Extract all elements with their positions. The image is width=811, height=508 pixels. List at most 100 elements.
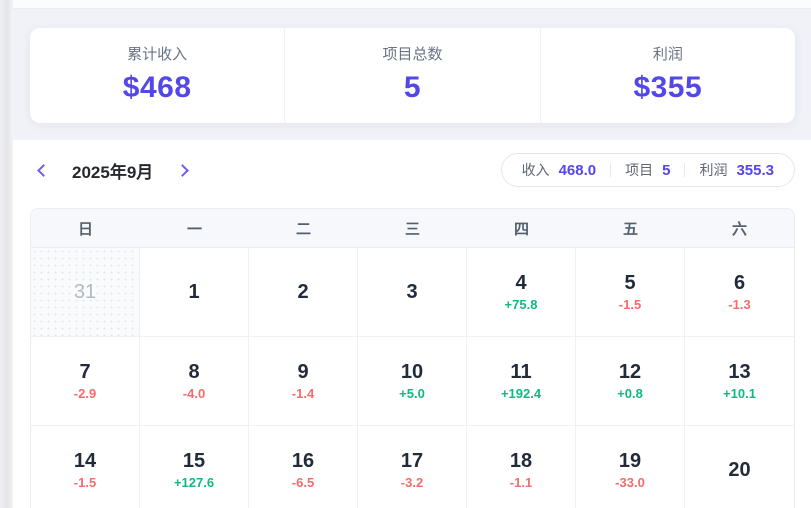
day-number: 13 [728,361,751,383]
divider [610,163,612,177]
weekday-row: 日一二三四五六 [31,209,794,248]
divider [684,163,686,177]
calendar-day-cell[interactable]: 3 [358,248,467,336]
calendar-day-cell[interactable]: 15 +127.6 [140,426,249,508]
day-amount: -4.0 [182,386,206,401]
summary-value: 355.3 [736,162,774,179]
day-number: 4 [515,272,527,294]
summary-label: 利润 [699,162,728,178]
top-bar-edge [0,0,811,9]
calendar-month-title: 2025年9月 [72,162,154,182]
day-amount: +127.6 [173,475,215,490]
day-number: 19 [618,450,642,472]
day-amount: -33.0 [615,475,645,490]
calendar-day-cell[interactable]: 4 +75.8 [467,248,576,336]
stat-label: 累计收入 [127,46,188,63]
calendar-day-cell[interactable]: 18 -1.1 [467,426,576,508]
day-amount: -1.5 [618,297,642,312]
calendar-day-cell[interactable]: 20 [685,426,794,508]
weekday-cell: 四 [513,220,529,238]
day-number: 10 [400,361,424,383]
day-amount: -1.5 [73,475,97,490]
day-number: 5 [624,272,636,294]
stat-value: $355 [633,71,703,104]
stat-profit: 利润 $355 [539,28,795,123]
calendar-day-cell[interactable]: 19 -33.0 [576,426,685,508]
weekday-cell: 日 [77,220,93,238]
calendar-day-cell[interactable]: 5 -1.5 [576,248,685,336]
summary-profit: 利润 355.3 [699,160,774,180]
day-number: 1 [188,281,200,303]
calendar-day-cell[interactable]: 9 -1.4 [249,337,358,425]
day-amount: -1.4 [291,386,315,401]
calendar-day-cell[interactable]: 13 +10.1 [685,337,794,425]
chevron-right-icon [175,163,189,177]
next-month-button[interactable] [169,157,195,183]
summary-label: 收入 [521,162,550,178]
calendar-day-cell[interactable]: 12 +0.8 [576,337,685,425]
week-row: 31 1 2 3 4 +75.8 5 -1.5 6 -1.3 [31,248,794,337]
calendar-day-cell[interactable]: 8 -4.0 [140,337,249,425]
calendar-day-cell[interactable]: 6 -1.3 [685,248,794,336]
day-amount: +5.0 [399,386,425,401]
day-amount: +75.8 [504,297,538,312]
day-number: 16 [291,450,315,472]
weekday-cell: 五 [622,220,638,238]
calendar-day-cell[interactable]: 10 +5.0 [358,337,467,425]
calendar-day-cell[interactable]: 11 +192.4 [467,337,576,425]
calendar-day-cell[interactable]: 7 -2.9 [31,337,140,425]
day-number: 2 [297,281,309,303]
calendar-day-cell[interactable]: 31 [31,248,140,336]
calendar-weeks: 31 1 2 3 4 +75.8 5 -1.5 6 -1.3 7 -2.9 8 -4.0 9 -1.4 10 +5… [31,248,794,508]
prev-month-button[interactable] [30,157,56,183]
day-number: 8 [188,361,200,383]
calendar-section: 2025年9月 收入 468.0 项目 5 利润 355.3 日 一 二 三 四 五 六 3… [0,140,811,508]
day-amount: -1.3 [728,297,751,312]
stats-card: 累计收入 $468 项目总数 5 利润 $355 [30,28,795,123]
stat-total-income: 累计收入 $468 [30,28,284,123]
day-number: 31 [73,281,97,303]
weekday-cell: 六 [731,220,747,238]
stat-label: 利润 [652,46,683,63]
day-number: 3 [406,281,418,303]
day-number: 14 [73,450,97,472]
chevron-left-icon [36,163,50,177]
summary-value: 468.0 [558,162,597,179]
month-summary-pill: 收入 468.0 项目 5 利润 355.3 [500,153,795,187]
day-number: 17 [400,450,424,472]
day-amount: -6.5 [291,475,315,490]
weekday-cell: 一 [186,220,202,238]
day-number: 7 [79,361,91,383]
day-amount: -2.9 [73,386,97,401]
week-row: 7 -2.9 8 -4.0 9 -1.4 10 +5.0 11 +192.4 12 +0.8 13 +10… [31,337,794,426]
summary-value: 5 [662,162,671,179]
weekday-cell: 二 [295,220,311,238]
stat-label: 项目总数 [382,46,443,63]
day-number: 11 [510,361,532,383]
day-amount: +0.8 [617,386,643,401]
day-number: 12 [618,361,642,383]
day-number: 6 [733,272,746,294]
weekday-cell: 三 [404,220,420,238]
stat-value: 5 [403,71,422,104]
summary-income: 收入 468.0 [522,160,597,180]
day-amount: -1.1 [509,475,533,490]
day-amount: +192.4 [500,386,542,401]
day-amount: -3.2 [400,475,424,490]
day-number: 20 [728,459,751,481]
stat-total-projects: 项目总数 5 [284,28,539,123]
calendar-day-cell[interactable]: 16 -6.5 [249,426,358,508]
week-row: 14 -1.5 15 +127.6 16 -6.5 17 -3.2 18 -1.1 19 -33.0 2… [31,426,794,508]
summary-projects: 项目 5 [625,160,670,180]
day-number: 18 [509,450,533,472]
calendar-day-cell[interactable]: 14 -1.5 [31,426,140,508]
stat-value: $468 [122,71,192,104]
calendar-day-cell[interactable]: 17 -3.2 [358,426,467,508]
day-amount: +10.1 [723,386,756,401]
calendar-day-cell[interactable]: 1 [140,248,249,336]
calendar-day-cell[interactable]: 2 [249,248,358,336]
calendar-grid: 日一二三四五六 31 1 2 3 4 +75.8 5 -1.5 6 -1.3 7 -2.9 8 -4.0 9… [30,208,795,508]
summary-label: 项目 [625,162,654,178]
stats-section: 累计收入 $468 项目总数 5 利润 $355 [0,9,811,140]
day-number: 15 [182,450,206,472]
